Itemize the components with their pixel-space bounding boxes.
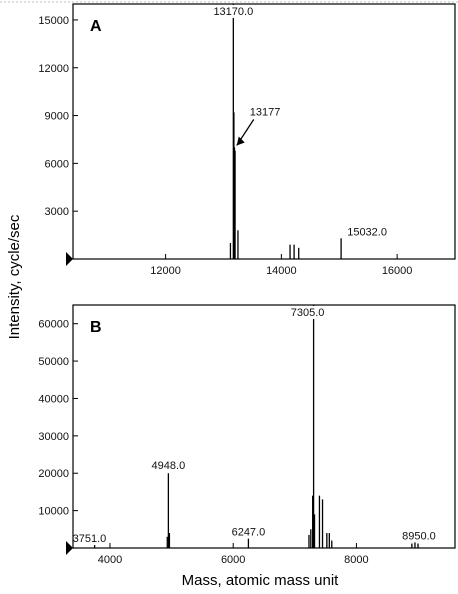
y-tick-label: 50000 [38, 356, 69, 368]
y-axis-title: Intensity, cycle/sec [6, 214, 23, 339]
peak-annotation: 13170.0 [213, 6, 253, 18]
panel-b-label: B [90, 319, 102, 336]
peak-annotation: 13177 [250, 106, 281, 118]
peak-annotation: 15032.0 [347, 226, 387, 238]
y-tick-label: 10000 [38, 506, 69, 518]
panel-a-label: A [90, 18, 102, 35]
y-tick-label: 30000 [38, 431, 69, 443]
panel-b: B 10000 20000 30000 40000 50000 60000 4000 600… [38, 304, 456, 566]
x-tick-label: 14000 [266, 265, 297, 277]
panel-b-x-ticks: 4000 6000 8000 [98, 543, 369, 566]
y-tick-label: 40000 [38, 393, 69, 405]
peak-annotation: 3751.0 [73, 533, 107, 545]
y-tick-label: 12000 [38, 63, 69, 75]
y-tick-label: 60000 [38, 319, 69, 331]
y-tick-label: 3000 [45, 206, 69, 218]
y-tick-label: 9000 [45, 111, 69, 123]
peak-annotation: 8950.0 [402, 530, 436, 542]
peak-annotation: 7305.0 [291, 307, 325, 319]
x-tick-label: 12000 [150, 265, 181, 277]
y-tick-label: 15000 [38, 15, 69, 27]
panel-a-y-ticks: 3000 6000 9000 12000 15000 [38, 15, 78, 218]
peak-annotation: 6247.0 [232, 527, 266, 539]
panel-b-frame [72, 304, 456, 549]
panel-b-annotations: 3751.0 4948.0 6247.0 7305.0 8950.0 [73, 306, 436, 545]
peak-annotation: 4948.0 [152, 460, 186, 472]
panel-a-peaks [229, 4, 342, 259]
panel-b-y-ticks: 10000 20000 30000 40000 50000 60000 [38, 319, 78, 518]
panel-b-peaks [93, 305, 419, 548]
panel-a-annotations: 13170.0 13177 15032.0 [211, 5, 387, 238]
x-tick-label: 8000 [344, 554, 368, 566]
panel-b-baseline-marker [66, 541, 73, 555]
x-tick-label: 6000 [221, 554, 245, 566]
x-tick-label: 16000 [382, 265, 413, 277]
annotation-background [285, 306, 330, 319]
panel-a-x-ticks: 12000 14000 16000 [150, 254, 412, 277]
x-tick-label: 4000 [98, 554, 122, 566]
annotation-background [211, 5, 256, 18]
y-tick-label: 20000 [38, 468, 69, 480]
panel-a: A 3000 6000 9000 12000 15000 12000 14000 16000… [38, 3, 456, 277]
x-axis-title: Mass, atomic mass unit [182, 572, 340, 589]
panel-a-baseline-marker [66, 252, 73, 266]
annotation-arrowhead [236, 136, 245, 146]
panel-a-frame [72, 3, 456, 260]
y-tick-label: 6000 [45, 158, 69, 170]
